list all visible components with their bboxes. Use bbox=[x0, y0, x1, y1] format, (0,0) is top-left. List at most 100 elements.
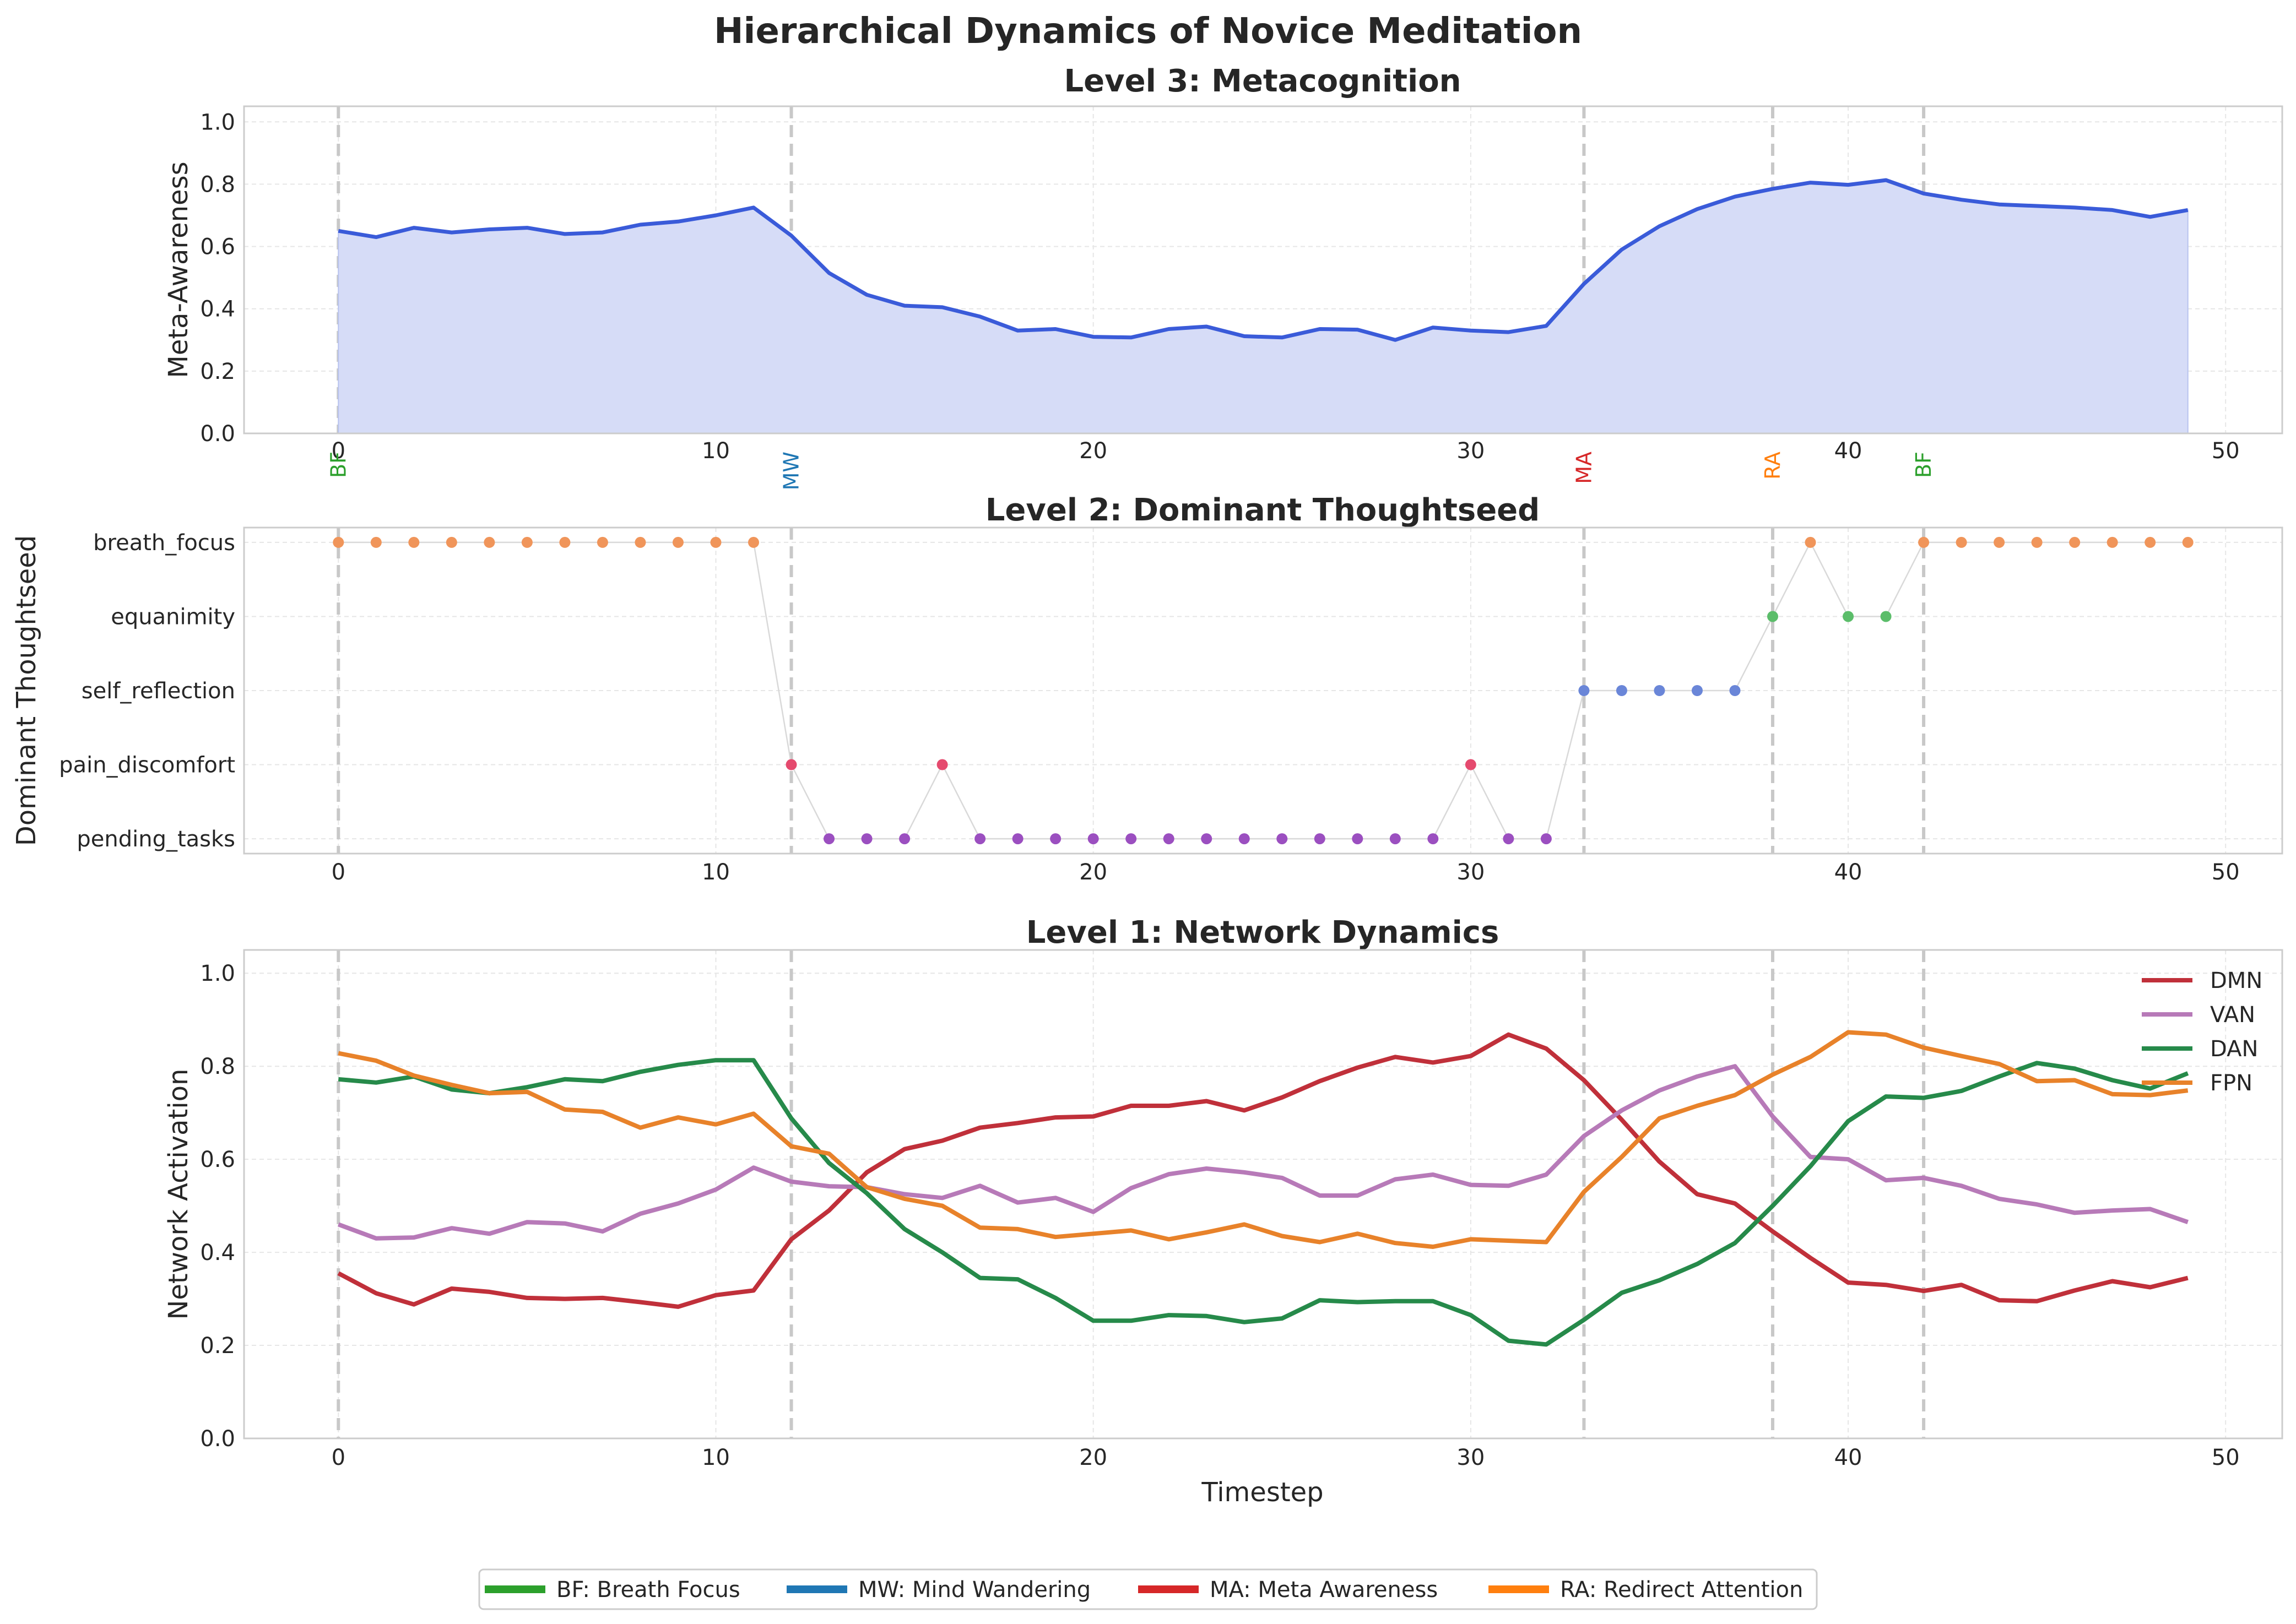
thoughtseed-point bbox=[1767, 611, 1778, 622]
legend-label-van: VAN bbox=[2210, 1002, 2255, 1028]
x-tick-label: 40 bbox=[1834, 860, 1862, 885]
phase-legend-label-ma: MA: Meta Awareness bbox=[1210, 1577, 1438, 1603]
thoughtseed-point bbox=[521, 536, 533, 548]
x-tick-label: 0 bbox=[332, 860, 345, 885]
x-tick-label: 40 bbox=[1834, 1445, 1862, 1470]
x-tick-label: 30 bbox=[1456, 1445, 1485, 1470]
panel-thoughtseed-title: Level 2: Dominant Thoughtseed bbox=[985, 492, 1540, 528]
x-tick-label: 30 bbox=[1456, 860, 1485, 885]
series-line-fpn bbox=[338, 1030, 2189, 1249]
thoughtseed-point bbox=[1503, 833, 1514, 845]
network-legend: DMN VAN DAN FPN bbox=[2142, 968, 2262, 1096]
y-tick-label: 0.4 bbox=[200, 297, 235, 322]
thoughtseed-point bbox=[1087, 833, 1099, 845]
panel-thoughtseed-y-ticks: pending_tasks pain_discomfort self_reflect… bbox=[59, 530, 235, 852]
thoughtseed-point bbox=[446, 536, 457, 548]
y-tick-label: 0.8 bbox=[200, 1054, 235, 1079]
panel-metacognition-y-ticks: 0.0 0.2 0.4 0.6 0.8 1.0 bbox=[200, 110, 235, 447]
panel-thoughtseed-phase-lines bbox=[337, 528, 1926, 854]
thoughtseed-point bbox=[1427, 833, 1439, 845]
y-tick-label: 0.6 bbox=[200, 235, 235, 260]
panel-network-frame bbox=[243, 949, 2283, 1440]
phase-legend-label-ra: RA: Redirect Attention bbox=[1560, 1577, 1803, 1603]
thoughtseed-point bbox=[936, 759, 948, 770]
x-tick-label: 20 bbox=[1079, 1445, 1107, 1470]
panel-network-x-label: Timestep bbox=[1201, 1477, 1323, 1508]
thoughtseed-point bbox=[1276, 833, 1288, 845]
thoughtseed-point bbox=[635, 536, 646, 548]
panel-metacognition: Level 3: Metacognition 0 10 20 30 40 50 0.00.… bbox=[163, 63, 2283, 490]
y-tick-label: 0.0 bbox=[200, 421, 235, 447]
panel-metacognition-frame bbox=[243, 105, 2283, 434]
x-tick-label: 0 bbox=[332, 438, 345, 464]
thoughtseed-point bbox=[333, 536, 344, 548]
thoughtseed-point bbox=[1843, 611, 1854, 622]
panel-thoughtseed-x-ticks: 0 10 20 30 40 50 bbox=[332, 860, 2240, 885]
panel-thoughtseed-y-label: Dominant Thoughtseed bbox=[11, 535, 42, 846]
series-line-dmn bbox=[337, 1032, 2189, 1309]
y-tick-label: equanimity bbox=[111, 604, 235, 629]
x-tick-label: 0 bbox=[332, 1445, 345, 1470]
thoughtseed-point bbox=[559, 536, 571, 548]
panel-thoughtseed-frame bbox=[243, 526, 2283, 855]
panel-network-x-ticks: 0 10 20 30 40 50 bbox=[332, 1445, 2240, 1470]
x-tick-label: 50 bbox=[2212, 860, 2240, 885]
panel-metacognition-x-ticks: 0 10 20 30 40 50 bbox=[332, 438, 2240, 464]
thoughtseed-point bbox=[2145, 536, 2156, 548]
thoughtseed-point bbox=[1956, 536, 1967, 548]
phase-transition-labels: BF MW MA RA BF bbox=[326, 452, 1936, 490]
thoughtseed-point bbox=[1314, 833, 1325, 845]
thoughtseed-connector-line bbox=[338, 541, 2188, 840]
x-tick-label: 10 bbox=[702, 1445, 730, 1470]
x-tick-label: 40 bbox=[1834, 438, 1862, 464]
thoughtseed-point bbox=[484, 536, 495, 548]
panel-network-y-label: Network Activation bbox=[163, 1069, 194, 1320]
y-tick-label: 0.0 bbox=[200, 1426, 235, 1452]
y-tick-label: 1.0 bbox=[200, 961, 235, 986]
thoughtseed-point bbox=[710, 536, 722, 548]
thoughtseed-point bbox=[1540, 833, 1552, 845]
panel-network-title: Level 1: Network Dynamics bbox=[1026, 915, 1499, 950]
phase-legend-label-bf: BF: Breath Focus bbox=[556, 1577, 740, 1603]
thoughtseed-point bbox=[1578, 685, 1590, 696]
thoughtseed-point bbox=[1012, 833, 1024, 845]
thoughtseed-point bbox=[1918, 536, 1930, 548]
phase-transition-label: BF bbox=[1911, 452, 1936, 478]
y-tick-label: 0.4 bbox=[200, 1240, 235, 1265]
panel-metacognition-y-label: Meta-Awareness bbox=[163, 161, 194, 378]
x-tick-label: 20 bbox=[1079, 438, 1107, 464]
panel-network: Level 1: Network Dynamics 0 10 20 30 40 50 0.… bbox=[163, 915, 2283, 1508]
thoughtseed-point bbox=[672, 536, 684, 548]
x-tick-label: 10 bbox=[702, 438, 730, 464]
thoughtseed-points bbox=[333, 536, 2194, 845]
y-tick-label: 1.0 bbox=[200, 110, 235, 135]
x-tick-label: 50 bbox=[2212, 1445, 2240, 1470]
x-tick-label: 20 bbox=[1079, 860, 1107, 885]
thoughtseed-point bbox=[1994, 536, 2005, 548]
x-tick-label: 30 bbox=[1456, 438, 1485, 464]
thoughtseed-point bbox=[2031, 536, 2043, 548]
legend-label-dmn: DMN bbox=[2210, 968, 2262, 993]
y-tick-label: breath_focus bbox=[93, 530, 235, 556]
thoughtseed-point bbox=[597, 536, 608, 548]
phase-transition-label: RA bbox=[1761, 452, 1785, 480]
series-line-van bbox=[337, 1064, 2189, 1241]
thoughtseed-point bbox=[2182, 536, 2194, 548]
series-line-dan bbox=[338, 1058, 2189, 1347]
thoughtseed-point bbox=[861, 833, 873, 845]
phase-transition-label: MA bbox=[1572, 452, 1596, 484]
thoughtseed-point bbox=[1238, 833, 1250, 845]
y-tick-label: 0.2 bbox=[200, 1333, 235, 1359]
thoughtseed-point bbox=[1880, 611, 1892, 622]
thoughtseed-point bbox=[370, 536, 382, 548]
thoughtseed-point bbox=[1654, 685, 1665, 696]
panel-thoughtseed: Level 2: Dominant Thoughtseed 0 10 20 30 40 5… bbox=[11, 492, 2283, 885]
y-tick-label: 0.6 bbox=[200, 1147, 235, 1172]
panel-metacognition-title: Level 3: Metacognition bbox=[1064, 63, 1461, 99]
legend-label-fpn: FPN bbox=[2210, 1071, 2252, 1096]
thoughtseed-point bbox=[1729, 685, 1741, 696]
thoughtseed-point bbox=[1805, 536, 1816, 548]
thoughtseed-point bbox=[2107, 536, 2118, 548]
thoughtseed-point bbox=[1163, 833, 1174, 845]
